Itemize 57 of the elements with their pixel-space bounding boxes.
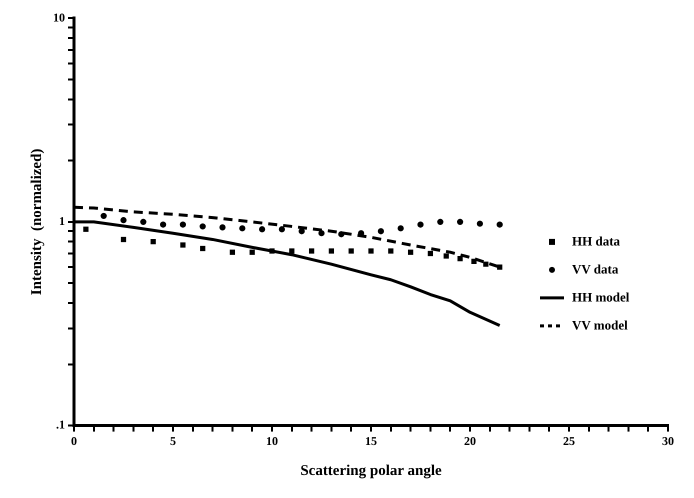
point xyxy=(120,217,127,224)
point xyxy=(298,228,305,234)
point xyxy=(180,221,186,228)
point xyxy=(239,225,246,232)
point xyxy=(308,248,314,254)
point xyxy=(289,248,294,254)
point xyxy=(150,239,156,244)
x-tick-label: 15 xyxy=(365,434,377,448)
point xyxy=(388,248,394,254)
point xyxy=(471,258,477,264)
point xyxy=(230,250,236,255)
legend-label: VV data xyxy=(572,261,619,276)
legend-label: HH data xyxy=(572,233,621,248)
point xyxy=(417,221,424,228)
point xyxy=(398,225,404,232)
point xyxy=(200,223,206,230)
y-tick-label: 10 xyxy=(53,10,65,24)
point xyxy=(83,226,88,232)
point xyxy=(378,228,384,234)
point xyxy=(259,226,266,232)
point xyxy=(160,221,166,228)
point xyxy=(278,226,285,232)
point xyxy=(457,218,464,225)
point xyxy=(219,224,226,230)
x-tick-label: 10 xyxy=(266,434,278,448)
point xyxy=(476,220,483,227)
y-axis-title: Intensity (normalized) xyxy=(28,148,45,296)
legend-label: VV model xyxy=(572,317,628,332)
point xyxy=(269,248,275,254)
point xyxy=(437,218,444,225)
legend-label: HH model xyxy=(572,289,630,304)
point xyxy=(348,248,354,254)
point xyxy=(120,236,126,242)
y-tick-label: 1 xyxy=(59,214,65,228)
point xyxy=(100,212,107,220)
point xyxy=(180,242,186,248)
y-tick-label: .1 xyxy=(56,418,65,432)
point xyxy=(318,230,325,236)
point xyxy=(338,231,344,238)
point xyxy=(457,256,463,262)
x-tick-label: 5 xyxy=(170,434,176,448)
x-tick-label: 20 xyxy=(464,434,476,448)
point xyxy=(496,221,503,228)
point xyxy=(428,250,434,256)
x-tick-label: 30 xyxy=(662,434,674,448)
point xyxy=(497,264,502,270)
x-tick-label: 0 xyxy=(71,434,77,448)
point xyxy=(140,218,146,225)
point xyxy=(368,248,374,254)
point xyxy=(408,250,414,255)
x-axis-title: Scattering polar angle xyxy=(300,462,442,479)
point xyxy=(483,262,488,267)
point xyxy=(444,253,449,259)
point xyxy=(328,248,334,254)
point xyxy=(200,246,206,252)
x-tick-label: 25 xyxy=(563,434,575,448)
point xyxy=(250,250,255,255)
